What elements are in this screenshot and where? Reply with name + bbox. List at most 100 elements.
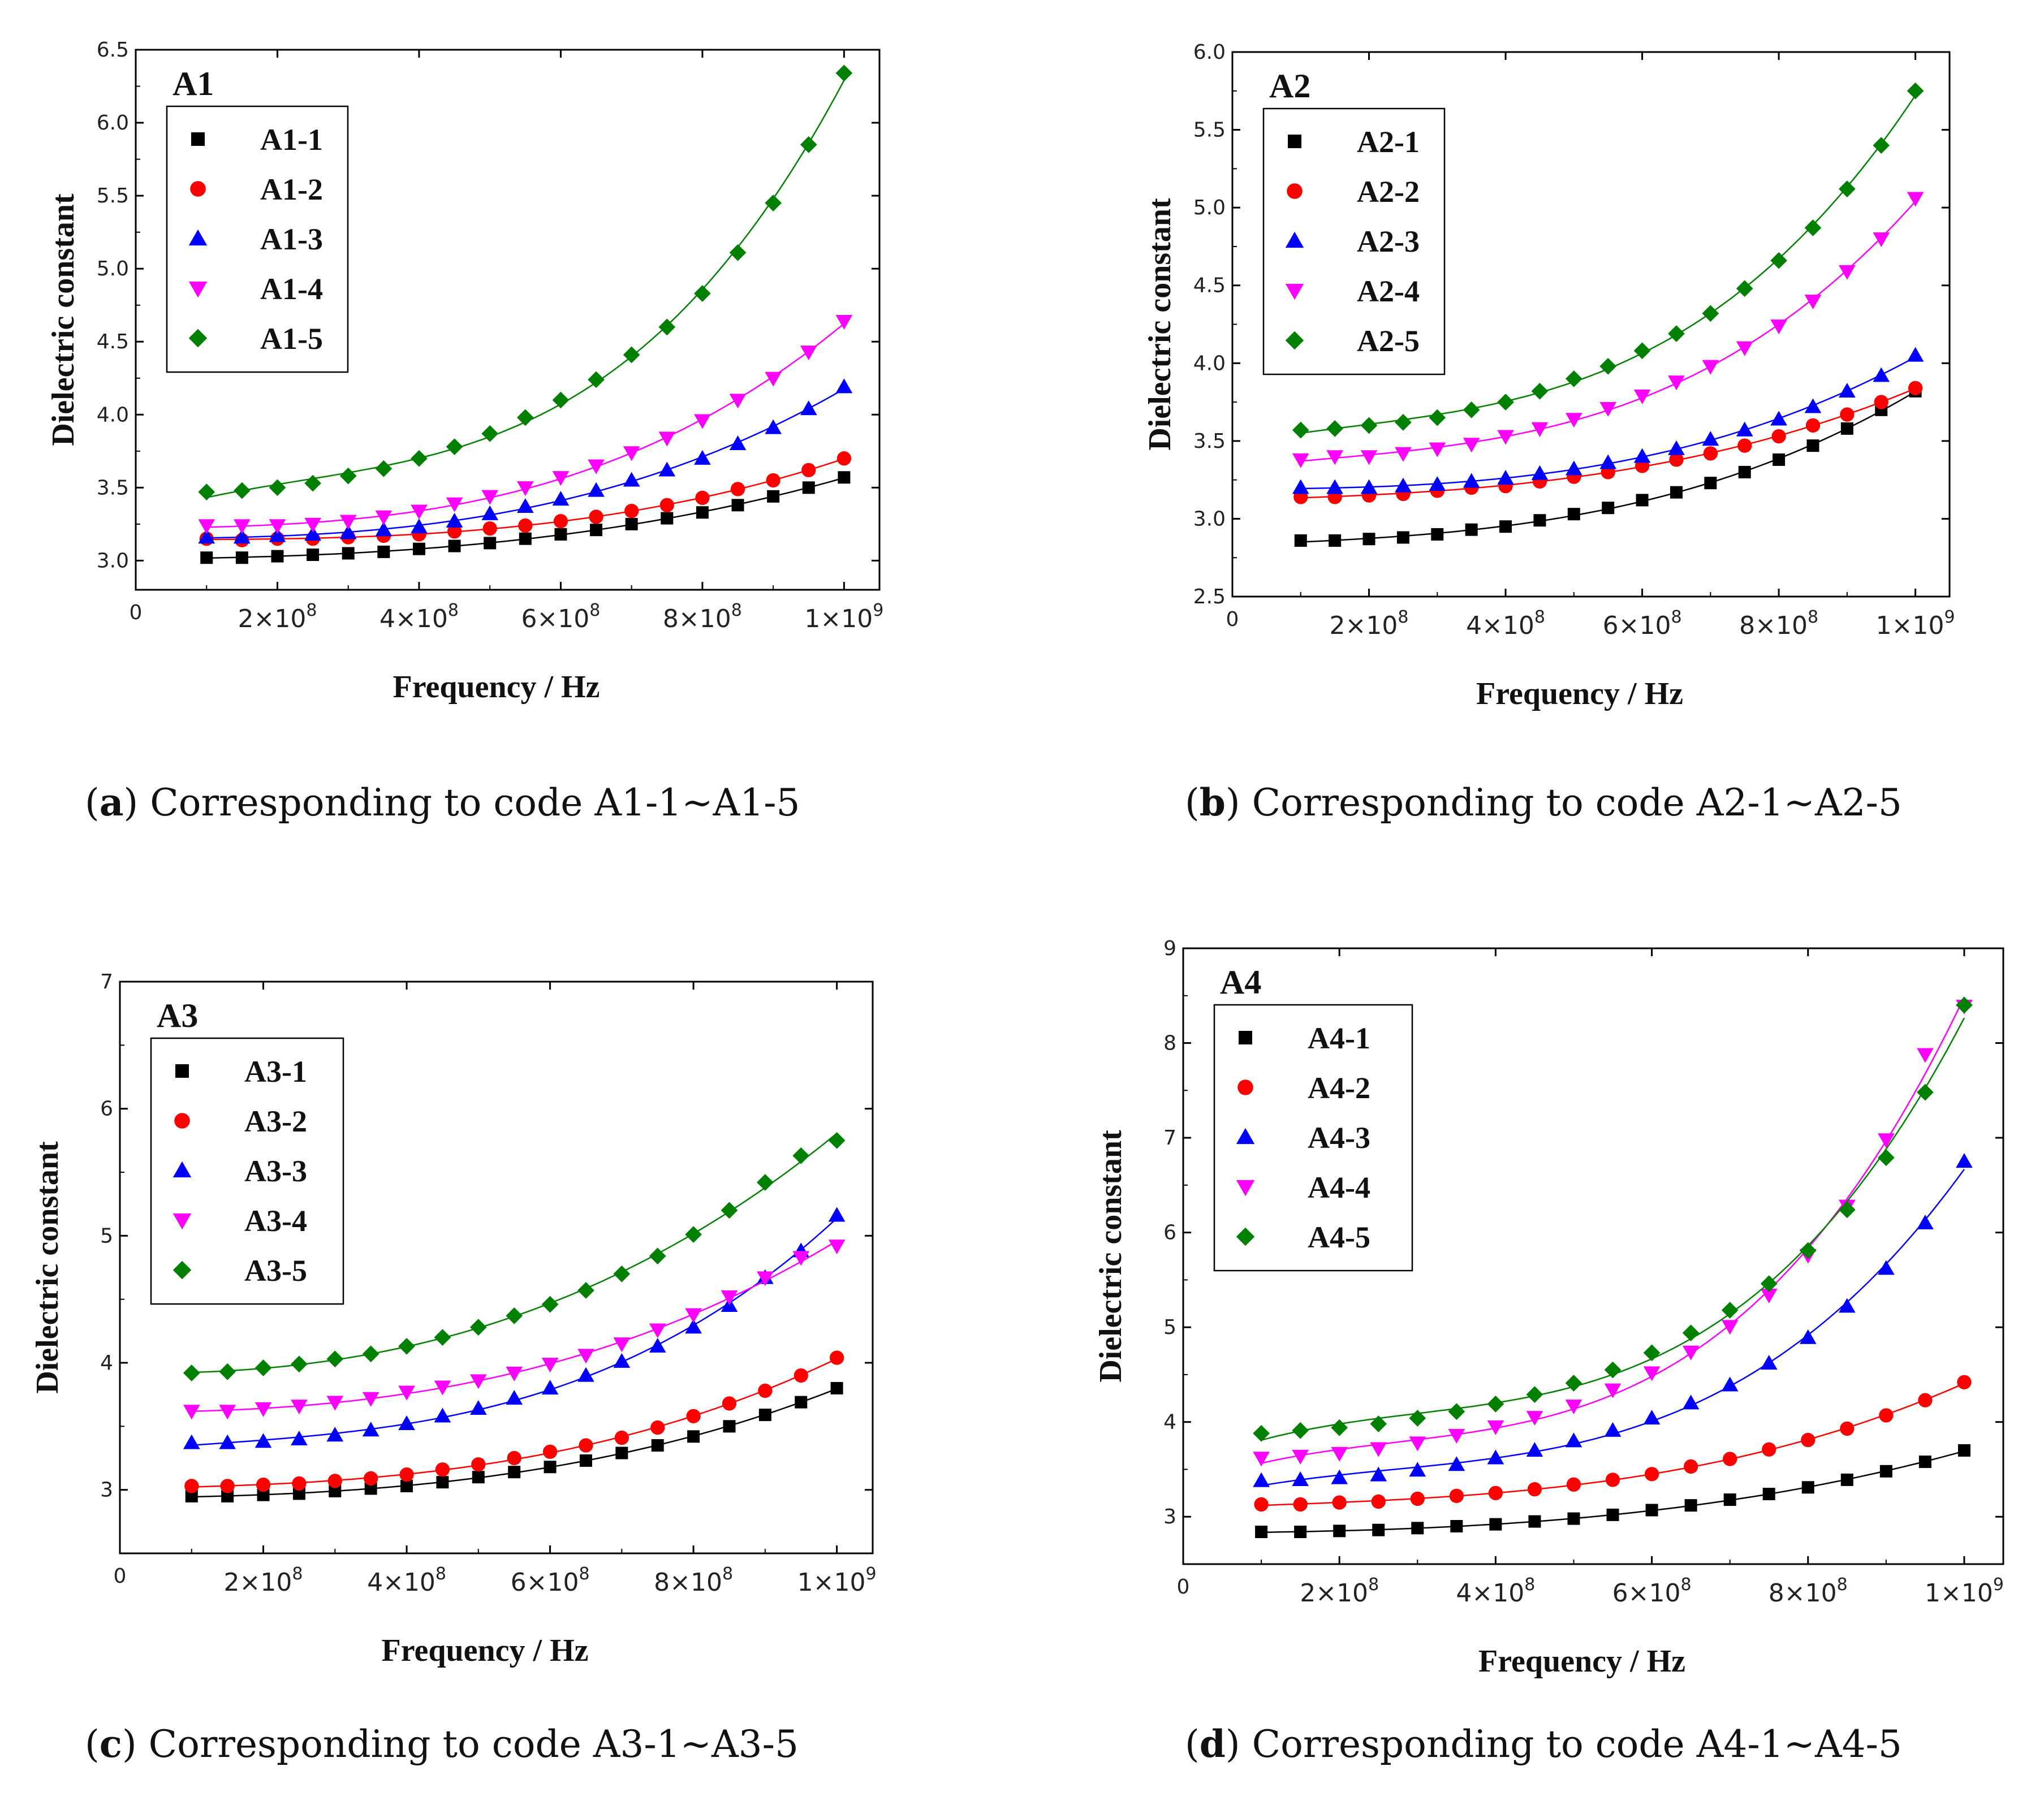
chart1-data-point-a1-2	[766, 473, 780, 488]
chart3-data-point-a3-4	[577, 1349, 594, 1364]
chart3-x-tick-exponent: 8	[722, 1564, 733, 1584]
chart1-data-point-a1-4	[800, 346, 817, 361]
chart4-data-point-a4-1	[1411, 1522, 1424, 1535]
chart4-y-tick-label: 9	[1163, 937, 1176, 960]
chart1-legend-triangle-down-icon	[188, 281, 208, 298]
chart4-data-point-a4-2	[1840, 1421, 1855, 1436]
chart2-data-point-a2-3	[1873, 367, 1890, 382]
chart4-data-point-a4-2	[1566, 1477, 1581, 1492]
chart1-data-point-a1-3	[765, 419, 782, 434]
chart1-data-point-a1-5	[835, 64, 853, 82]
chart1-data-point-a1-3	[411, 519, 428, 534]
chart1-data-point-a1-2	[589, 509, 603, 524]
chart3-data-point-a3-1	[508, 1466, 521, 1479]
chart3-legend-circle-icon	[174, 1113, 190, 1129]
chart4-y-tick-label: 3	[1163, 1505, 1176, 1528]
chart1-data-point-a1-4	[411, 504, 428, 520]
chart4-y-tick-label: 5	[1163, 1316, 1176, 1339]
chart3-data-point-a3-5	[183, 1364, 200, 1381]
chart3-data-point-a3-5	[541, 1296, 559, 1313]
chart4-data-point-a4-3	[1760, 1354, 1778, 1370]
chart4-data-point-a4-2	[1762, 1442, 1776, 1457]
chart1-data-point-a1-3	[446, 512, 463, 528]
chart2-data-point-a2-3	[1633, 448, 1651, 463]
chart1-data-point-a1-1	[200, 551, 213, 564]
chart2-data-point-a2-5	[1668, 325, 1685, 342]
chart4-y-axis-label: Dielectric constant	[1093, 1130, 1128, 1383]
chart4-x-tick-mantissa: 1×10	[1925, 1579, 1993, 1608]
chart3-data-point-a3-2	[507, 1450, 521, 1466]
chart2-y-tick-label: 3.0	[1193, 507, 1226, 530]
chart4-data-point-a4-1	[1762, 1488, 1775, 1501]
chart2-legend-triangle-up-icon	[1285, 231, 1304, 248]
chart2-data-point-a2-1	[1465, 523, 1478, 536]
chart3-data-point-a3-3	[398, 1415, 415, 1430]
chart3-data-point-a3-1	[292, 1487, 305, 1500]
chart4-data-point-a4-5	[1917, 1083, 1934, 1101]
chart4-data-point-a4-2	[1957, 1375, 1972, 1389]
chart1-data-point-a1-3	[304, 526, 321, 541]
chart1-x-tick-mantissa: 6×10	[521, 604, 589, 633]
chart2-data-point-a2-5	[1360, 417, 1378, 434]
chart3-x-zero-label: 0	[114, 1565, 127, 1588]
chart1-data-point-a1-1	[661, 512, 674, 525]
chart3-data-point-a3-2	[722, 1396, 737, 1411]
chart2-y-axis-label: Dielectric constant	[1142, 198, 1178, 451]
chart4-fit-line-a4-2	[1261, 1383, 1965, 1506]
chart2-data-point-a2-5	[1907, 82, 1924, 100]
chart2-data-point-a2-5	[1326, 420, 1343, 437]
chart1-data-point-a1-1	[802, 481, 815, 494]
chart4-data-point-a4-1	[1957, 1444, 1970, 1457]
chart2-y-tick-label: 4.5	[1193, 274, 1226, 297]
chart2-data-point-a2-1	[1704, 477, 1717, 490]
chart1-x-tick-mantissa: 4×10	[380, 604, 448, 633]
caption-d-text: Corresponding to code A4-1~A4-5	[1240, 1722, 1902, 1766]
chart3-data-point-a3-4	[398, 1385, 415, 1401]
chart4-data-point-a4-2	[1644, 1467, 1659, 1482]
chart3-x-tick-mantissa: 6×10	[511, 1568, 579, 1597]
chart4-data-point-a4-3	[1838, 1298, 1856, 1313]
chart-panel-a1: 3.0 3.5 4.0 4.5 5.0 5.5 6.0 6.5 0 2×108 4×108 6×108…	[0, 0, 1022, 735]
chart1-data-point-a1-5	[481, 425, 499, 442]
chart-panel-a3: 3 4 5 6 7 0 2×108 4×108 6×108 8×108 1×109 Frequency…	[0, 927, 1022, 1668]
chart2-data-point-a2-1	[1362, 533, 1375, 546]
caption-a-letter: a	[99, 780, 124, 824]
chart2-data-point-a2-5	[1633, 342, 1651, 360]
chart3-data-point-a3-1	[723, 1420, 736, 1433]
chart3-data-point-a3-5	[469, 1319, 487, 1336]
chart2-data-point-a2-2	[1771, 429, 1786, 444]
chart2-data-point-a2-4	[1736, 341, 1753, 356]
chart3-legend-square-icon	[175, 1064, 189, 1078]
chart2-data-point-a2-4	[1565, 413, 1582, 428]
chart3-data-point-a3-4	[685, 1308, 702, 1323]
chart4-x-tick-label: 6×108	[1612, 1575, 1692, 1608]
chart1-data-point-a1-1	[731, 499, 744, 512]
chart1-x-tick-exponent: 9	[873, 601, 883, 620]
chart1-data-point-a1-5	[269, 479, 286, 496]
chart3-data-point-a3-2	[614, 1430, 629, 1445]
chart4-x-tick-label: 4×108	[1456, 1575, 1535, 1608]
chart3-panel-title: A3	[157, 997, 198, 1034]
chart4-legend-label: A4-5	[1308, 1220, 1370, 1254]
chart3-data-point-a3-3	[541, 1380, 559, 1395]
chart1-data-point-a1-1	[271, 550, 284, 563]
chart2-data-point-a2-4	[1873, 232, 1890, 248]
chart2-data-point-a2-3	[1360, 479, 1378, 494]
chart3-data-point-a3-3	[219, 1434, 236, 1449]
chart1-data-point-a1-3	[269, 527, 286, 542]
chart1-y-axis-label: Dielectric constant	[46, 193, 81, 446]
caption-a-text: Corresponding to code A1-1~A1-5	[138, 781, 800, 824]
chart3-legend-label: A3-4	[244, 1204, 307, 1238]
chart4-data-point-a4-3	[1799, 1329, 1817, 1344]
caption-d-letter: d	[1199, 1722, 1226, 1766]
chart2-data-point-a2-3	[1907, 347, 1924, 362]
chart3-data-point-a3-2	[829, 1350, 844, 1365]
chart4-legend-circle-icon	[1237, 1079, 1253, 1095]
caption-b: (b) Corresponding to code A2-1~A2-5	[1185, 780, 1902, 824]
chart3-data-point-a3-4	[291, 1400, 308, 1415]
chart1-data-point-a1-2	[447, 524, 462, 539]
chart3-data-point-a3-3	[362, 1422, 380, 1437]
chart1-data-point-a1-1	[554, 528, 567, 541]
chart3-data-point-a3-4	[541, 1358, 559, 1373]
chart3-x-tick-mantissa: 1×10	[797, 1568, 866, 1597]
